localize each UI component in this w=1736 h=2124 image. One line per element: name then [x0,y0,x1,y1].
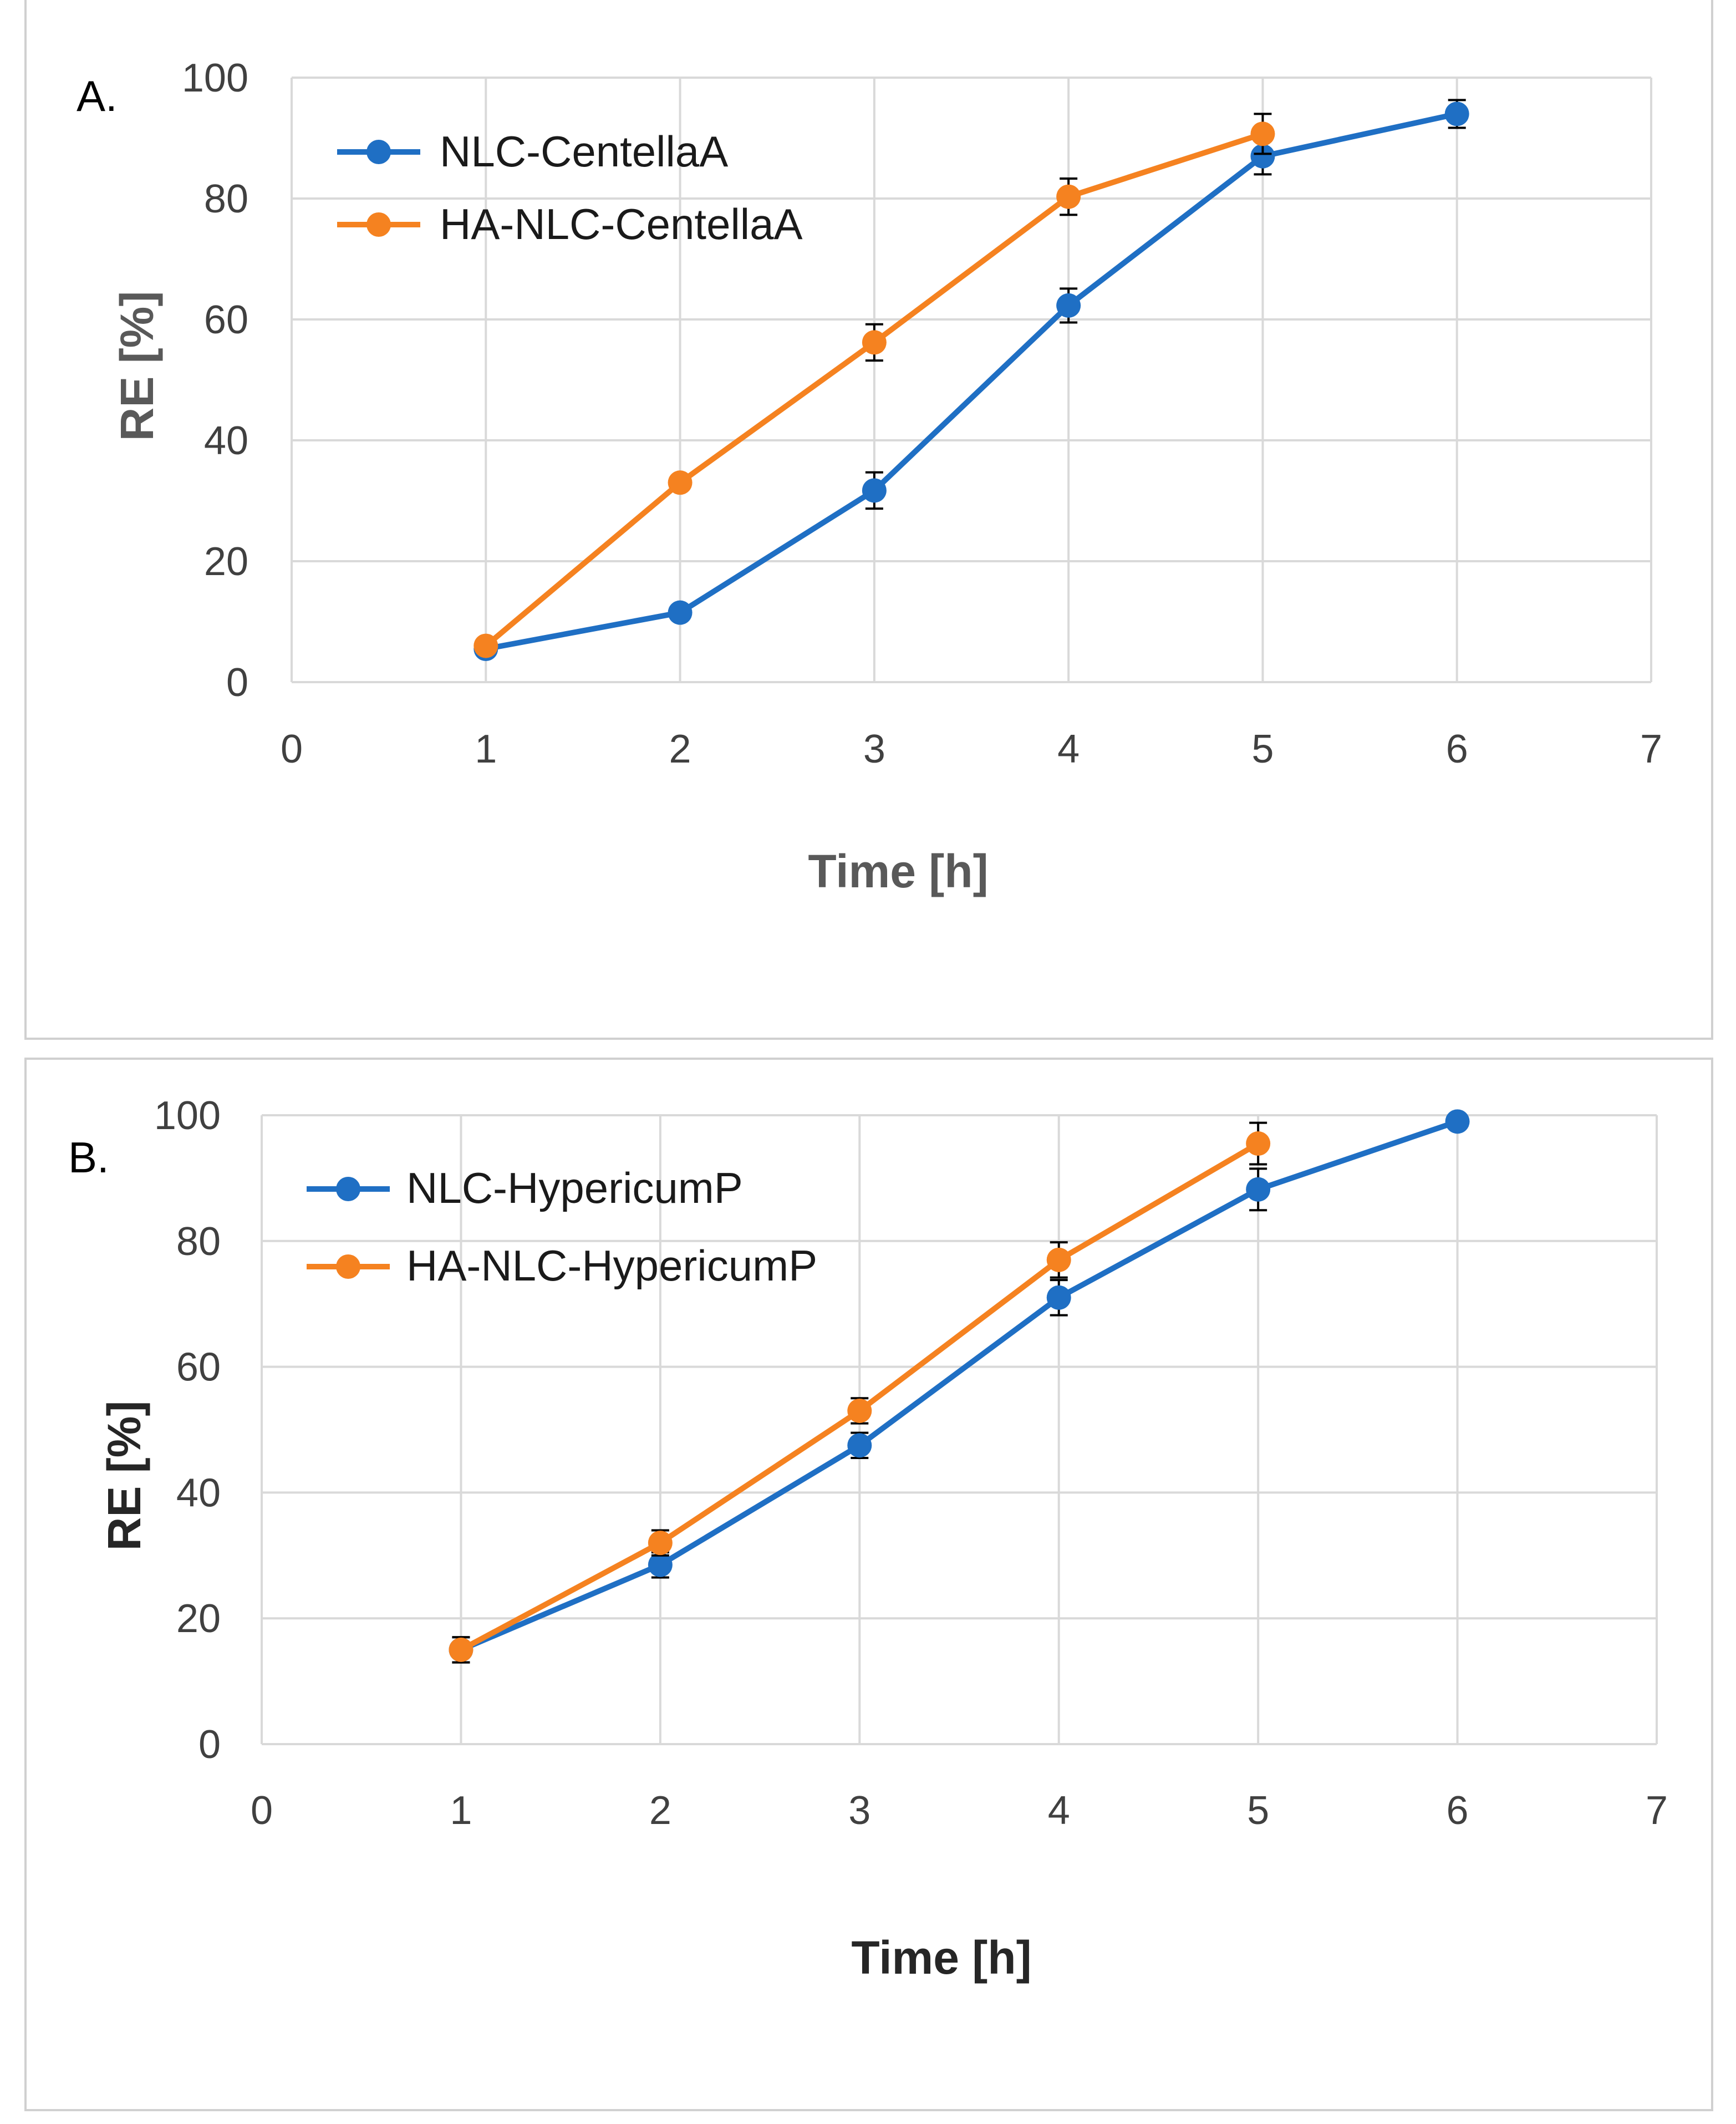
legend-b-label-0: NLC-HypericumP [406,1163,743,1212]
chart-a-series-0-point-2 [862,478,887,503]
legend-a-marker-0 [366,140,391,164]
chart-a-ylabel: RE [%] [111,291,163,441]
chart-a-series-0-point-5 [1444,101,1469,126]
legend-b-label-1: HA-NLC-HypericumP [406,1241,817,1290]
chart-a-svg: 0 1 2 3 4 5 6 7 0 20 40 60 80 100 A. Time [h] RE [%]… [77,56,1662,897]
chart-b-xtick-4: 4 [1048,1788,1070,1833]
chart-a-xtick-1: 1 [475,727,497,771]
chart-b-ytick-4: 80 [176,1219,221,1264]
chart-b-ytick-5: 100 [154,1094,221,1138]
chart-a-series-0-point-4 [1250,144,1275,169]
chart-a-series-1-point-1 [668,470,693,495]
legend-a-label-1: HA-NLC-CentellaA [440,200,803,248]
chart-a-series-1-point-2 [862,330,887,355]
chart-b-ytick-1: 20 [176,1597,221,1641]
chart-a-series-1-point-4 [1250,121,1275,146]
chart-a-xlabel: Time [h] [808,845,988,897]
chart-b-y-ticks: 0 20 40 60 80 100 [154,1094,221,1767]
chart-b-xtick-1: 1 [450,1788,472,1833]
chart-a-ytick-3: 60 [204,298,248,342]
chart-b-ylabel: RE [%] [98,1401,150,1551]
chart-b-xtick-6: 6 [1447,1788,1469,1833]
chart-b-series-1-point-2 [847,1398,872,1423]
chart-b-xlabel: Time [h] [851,1932,1031,1984]
chart-a-xtick-2: 2 [669,727,691,771]
panel-label-b: B. [68,1133,109,1182]
chart-b-ytick-0: 0 [198,1722,221,1767]
chart-a-xtick-6: 6 [1446,727,1468,771]
chart-b-xtick-3: 3 [848,1788,870,1833]
chart-a-x-ticks: 0 1 2 3 4 5 6 7 [281,727,1662,771]
chart-b-svg: 0 1 2 3 4 5 6 7 0 20 40 60 80 100 B. Time [h] RE [%]… [68,1094,1668,1984]
chart-b-legend: NLC-HypericumP HA-NLC-HypericumP [307,1163,817,1290]
chart-b-grid [261,1114,1658,1745]
chart-b-series-0-point-4 [1246,1177,1271,1202]
chart-b-series-0-point-2 [847,1433,872,1458]
chart-b-series-0-point-1 [648,1552,673,1577]
chart-a-ytick-5: 100 [182,56,248,100]
legend-a-label-0: NLC-CentellaA [440,127,728,176]
chart-a-series-0-point-3 [1056,293,1081,318]
chart-b-xtick-0: 0 [251,1788,273,1833]
chart-a-series-0-point-1 [668,600,693,625]
chart-b-series-1-point-1 [648,1531,673,1556]
chart-panel-b: 0 1 2 3 4 5 6 7 0 20 40 60 80 100 B. Time [h] RE [%]… [24,1058,1713,2111]
chart-a-series [474,99,1469,662]
chart-a-ytick-2: 40 [204,419,248,463]
chart-b-ytick-3: 60 [176,1345,221,1390]
chart-b-series-1-point-3 [1046,1247,1071,1272]
legend-b-marker-0 [336,1177,360,1201]
chart-panel-a: 0 1 2 3 4 5 6 7 0 20 40 60 80 100 A. Time [h] RE [%]… [24,0,1713,1040]
chart-b-xtick-5: 5 [1247,1788,1269,1833]
chart-a-series-0-line [485,111,1458,652]
chart-b-series-1-point-4 [1246,1131,1271,1156]
chart-b-xtick-2: 2 [649,1788,671,1833]
chart-a-ytick-1: 20 [204,540,248,584]
chart-b-x-ticks: 0 1 2 3 4 5 6 7 [251,1788,1668,1833]
chart-b-series [449,1109,1470,1664]
legend-a-marker-1 [366,212,391,237]
panel-label-a: A. [77,72,118,120]
chart-a-series-1-point-3 [1056,184,1081,209]
chart-a-legend: NLC-CentellaA HA-NLC-CentellaA [337,127,803,248]
chart-b-series-0-point-3 [1046,1285,1071,1310]
chart-a-grid [291,77,1652,683]
legend-b-marker-1 [336,1254,360,1279]
chart-a-ytick-4: 80 [204,177,248,221]
chart-a-xtick-4: 4 [1057,727,1080,771]
chart-a-xtick-0: 0 [281,727,303,771]
chart-b-series-0-point-5 [1445,1109,1470,1134]
chart-b-series-0-line [460,1119,1459,1653]
chart-a-series-1-point-0 [474,633,498,658]
chart-a-xtick-7: 7 [1640,727,1662,771]
chart-b-xtick-7: 7 [1646,1788,1668,1833]
chart-a-y-ticks: 0 20 40 60 80 100 [182,56,248,705]
chart-a-xtick-3: 3 [863,727,885,771]
chart-b-series-1-point-0 [449,1637,474,1662]
chart-a-xtick-5: 5 [1251,727,1274,771]
chart-b-ytick-2: 40 [176,1471,221,1515]
chart-a-ytick-0: 0 [226,660,248,705]
